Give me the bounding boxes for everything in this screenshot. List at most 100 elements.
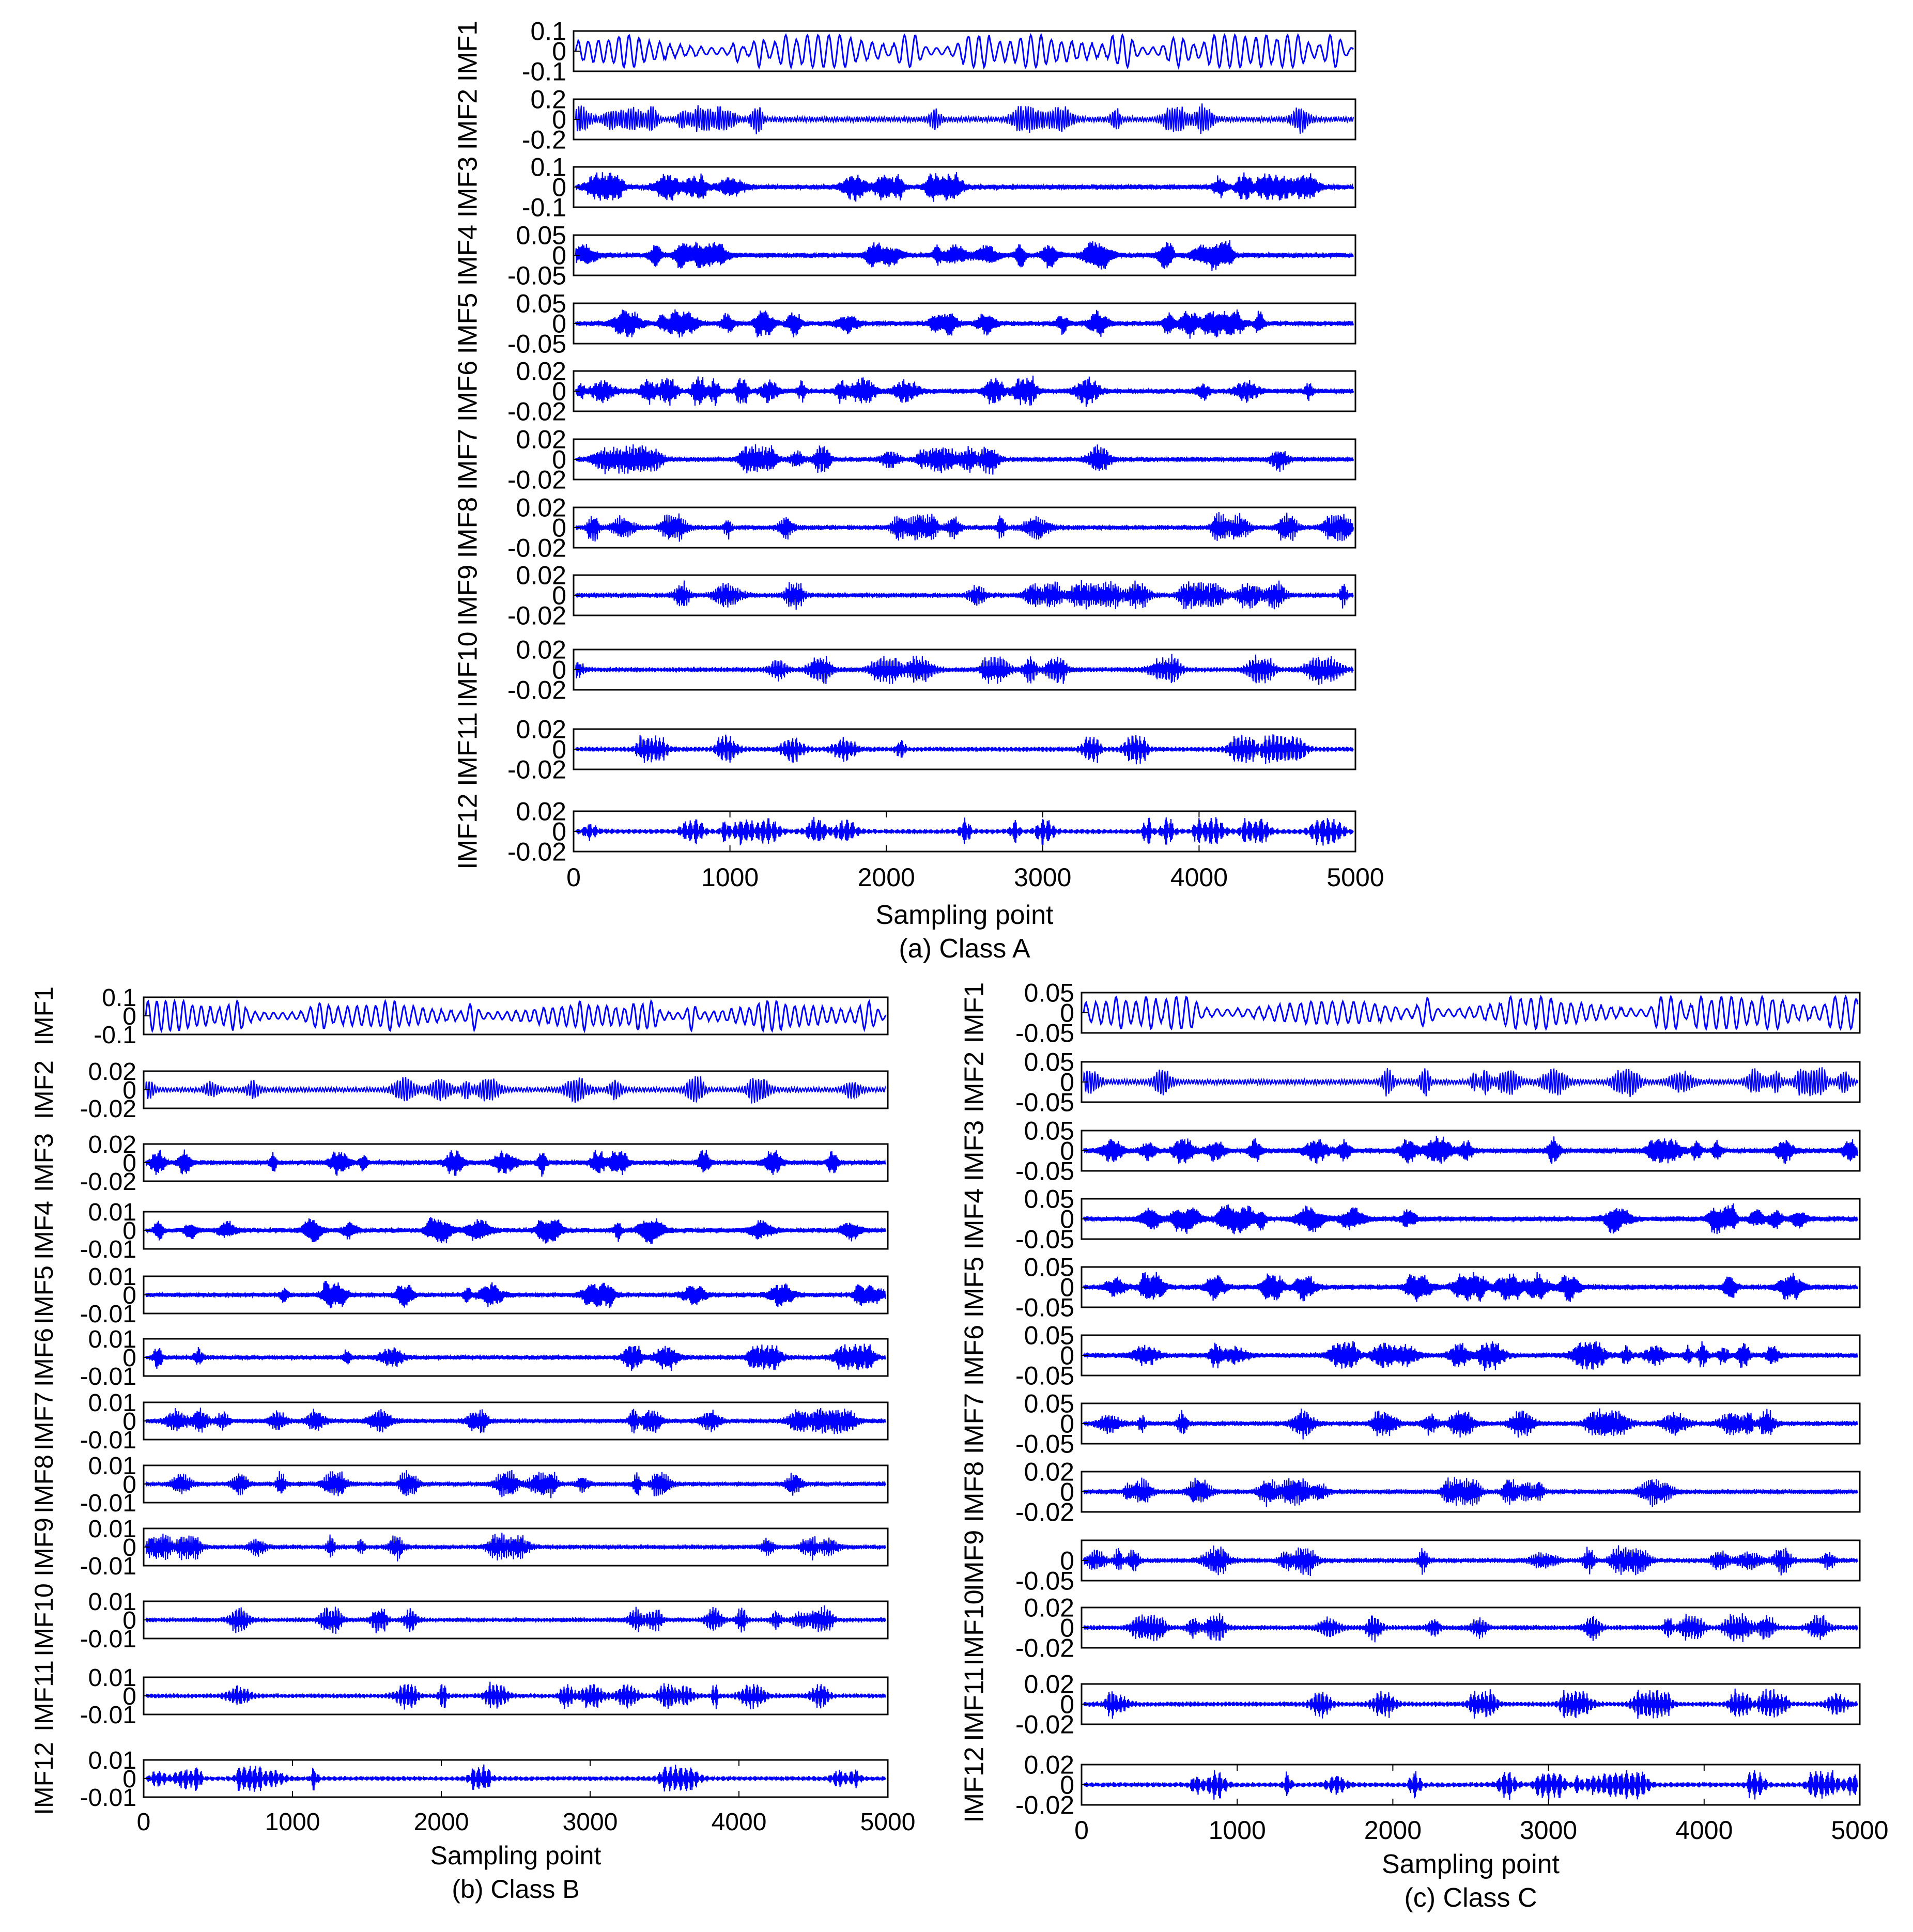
y-tick-label: 0 [552, 735, 566, 764]
y-tick-label: 0 [122, 1766, 136, 1793]
series-line-imf10 [145, 1605, 886, 1634]
subplot-imf4: 0.010-0.01 IMF4 [29, 1199, 889, 1263]
subplot-imf8: 0.010-0.01 IMF8 [29, 1452, 889, 1517]
subplot-imf9: 0.010-0.01 IMF9 [29, 1516, 889, 1580]
y-tick-label: 0.05 [1024, 1253, 1074, 1282]
series-name-label: IMF9 [453, 565, 483, 626]
series-line-imf12 [145, 1764, 886, 1792]
y-tick-label: 0 [552, 241, 566, 270]
subplot-imf2: 0.20-0.2 IMF2 [453, 85, 1356, 154]
series-name-label: IMF8 [29, 1455, 58, 1513]
x-tick-label: 4000 [712, 1809, 767, 1836]
series-line-imf11 [145, 1681, 886, 1710]
subplot-imf5: 0.050-0.05 IMF5 [453, 289, 1356, 359]
y-tick-label: -0.05 [1015, 1157, 1074, 1186]
panel-b: 0.10-0.1IMF10.020-0.02IMF20.020-0.02IMF3… [29, 984, 916, 1904]
y-tick-label: 0 [552, 445, 566, 474]
series-line-imf7 [1083, 1408, 1859, 1440]
series-line-imf1 [1083, 994, 1859, 1031]
series-name-label: IMF5 [453, 293, 483, 354]
y-tick-label: 0.05 [1024, 1185, 1074, 1214]
subplot-imf1: 0.050-0.05 IMF1 [960, 979, 1861, 1048]
x-tick-label: 4000 [1170, 863, 1228, 892]
series-name-label: IMF3 [29, 1133, 58, 1192]
series-line-imf12 [575, 816, 1354, 846]
y-tick-label: 0 [1060, 999, 1074, 1028]
series-name-label: IMF10 [960, 1589, 990, 1665]
series-line-imf9 [145, 1533, 887, 1562]
y-tick-label: 0 [552, 105, 566, 134]
x-axis-label: Sampling point [430, 1841, 601, 1870]
x-tick-label: 3000 [1014, 863, 1071, 892]
subplot-imf12: 0.010-0.01 IMF12 [29, 1742, 889, 1815]
series-line-imf3 [145, 1149, 887, 1177]
y-tick-label: -0.02 [507, 755, 566, 784]
y-tick-label: 0 [552, 310, 566, 338]
y-tick-label: 0.02 [1024, 1670, 1074, 1699]
subplot-imf9: 0-0.05 IMF9 [960, 1530, 1861, 1596]
x-tick-label: 4000 [1675, 1816, 1733, 1845]
subplot-imf12: 0.020-0.02 IMF12 [453, 793, 1356, 870]
series-name-label: IMF10 [453, 631, 483, 707]
series-name-label: IMF7 [29, 1392, 58, 1450]
series-name-label: IMF2 [960, 1052, 990, 1112]
y-tick-label: -0.01 [80, 1301, 136, 1328]
y-tick-label: 0.05 [1024, 1321, 1074, 1350]
series-name-label: IMF11 [29, 1660, 58, 1732]
y-tick-label: -0.2 [522, 126, 566, 154]
y-tick-label: 0 [122, 1408, 136, 1435]
y-tick-label: -0.02 [507, 601, 566, 630]
y-tick-label: 0.01 [88, 1452, 136, 1480]
x-tick-label: 0 [566, 863, 581, 892]
subplot-imf11: 0.010-0.01 IMF11 [29, 1660, 889, 1732]
y-tick-label: 0.02 [516, 425, 566, 454]
y-tick-label: 0 [552, 514, 566, 543]
y-tick-label: 0 [1060, 1547, 1074, 1575]
y-tick-label: 0.1 [102, 984, 136, 1012]
subplot-imf3: 0.050-0.05 IMF3 [960, 1117, 1861, 1186]
y-tick-label: 0 [1060, 1771, 1074, 1800]
y-tick-label: 0.05 [1024, 1048, 1074, 1077]
subplot-imf1: 0.10-0.1 IMF1 [29, 984, 889, 1049]
y-tick-label: -0.01 [80, 1236, 136, 1263]
y-tick-label: 0.01 [88, 1516, 136, 1543]
series-name-label: IMF9 [29, 1518, 58, 1576]
subplot-imf3: 0.10-0.1 IMF3 [453, 153, 1356, 222]
y-tick-label: 0.05 [1024, 979, 1074, 1008]
y-tick-label: 0 [122, 1607, 136, 1634]
y-tick-label: -0.05 [1015, 1088, 1074, 1117]
y-tick-label: 0 [1060, 1410, 1074, 1439]
y-tick-label: 0.01 [88, 1747, 136, 1774]
x-tick-label: 2000 [858, 863, 915, 892]
y-tick-label: -0.02 [1015, 1498, 1074, 1527]
subplot-imf10: 0.020-0.02 IMF10 [960, 1589, 1861, 1666]
y-tick-label: -0.05 [1015, 1293, 1074, 1322]
panel-caption: (b) Class B [452, 1875, 579, 1904]
series-line-imf6 [145, 1343, 887, 1371]
series-name-label: IMF7 [960, 1393, 990, 1454]
subplot-imf6: 0.020-0.02 IMF6 [453, 357, 1356, 426]
y-tick-label: 0.05 [1024, 1389, 1074, 1418]
y-tick-label: 0 [552, 656, 566, 685]
y-tick-label: 0 [122, 1344, 136, 1372]
y-tick-label: -0.01 [80, 1702, 136, 1729]
series-name-label: IMF5 [29, 1265, 58, 1324]
y-tick-label: 0.02 [516, 357, 566, 386]
subplot-imf11: 0.020-0.02 IMF11 [453, 712, 1356, 786]
series-name-label: IMF3 [453, 157, 483, 218]
y-tick-label: 0 [552, 37, 566, 66]
y-tick-label: -0.1 [94, 1022, 136, 1049]
series-name-label: IMF12 [960, 1746, 990, 1822]
subplot-imf11: 0.020-0.02 IMF11 [960, 1667, 1861, 1741]
y-tick-label: 0 [122, 1471, 136, 1498]
subplot-imf7: 0.010-0.01 IMF7 [29, 1389, 889, 1454]
y-tick-label: 0 [122, 1003, 136, 1030]
y-tick-label: 0.01 [88, 1664, 136, 1692]
y-tick-label: 0.01 [88, 1199, 136, 1226]
series-line-imf9 [575, 580, 1354, 610]
series-line-imf7 [575, 444, 1354, 475]
series-line-imf8 [575, 512, 1354, 542]
x-tick-label: 1000 [265, 1809, 320, 1836]
series-name-label: IMF4 [960, 1188, 990, 1249]
